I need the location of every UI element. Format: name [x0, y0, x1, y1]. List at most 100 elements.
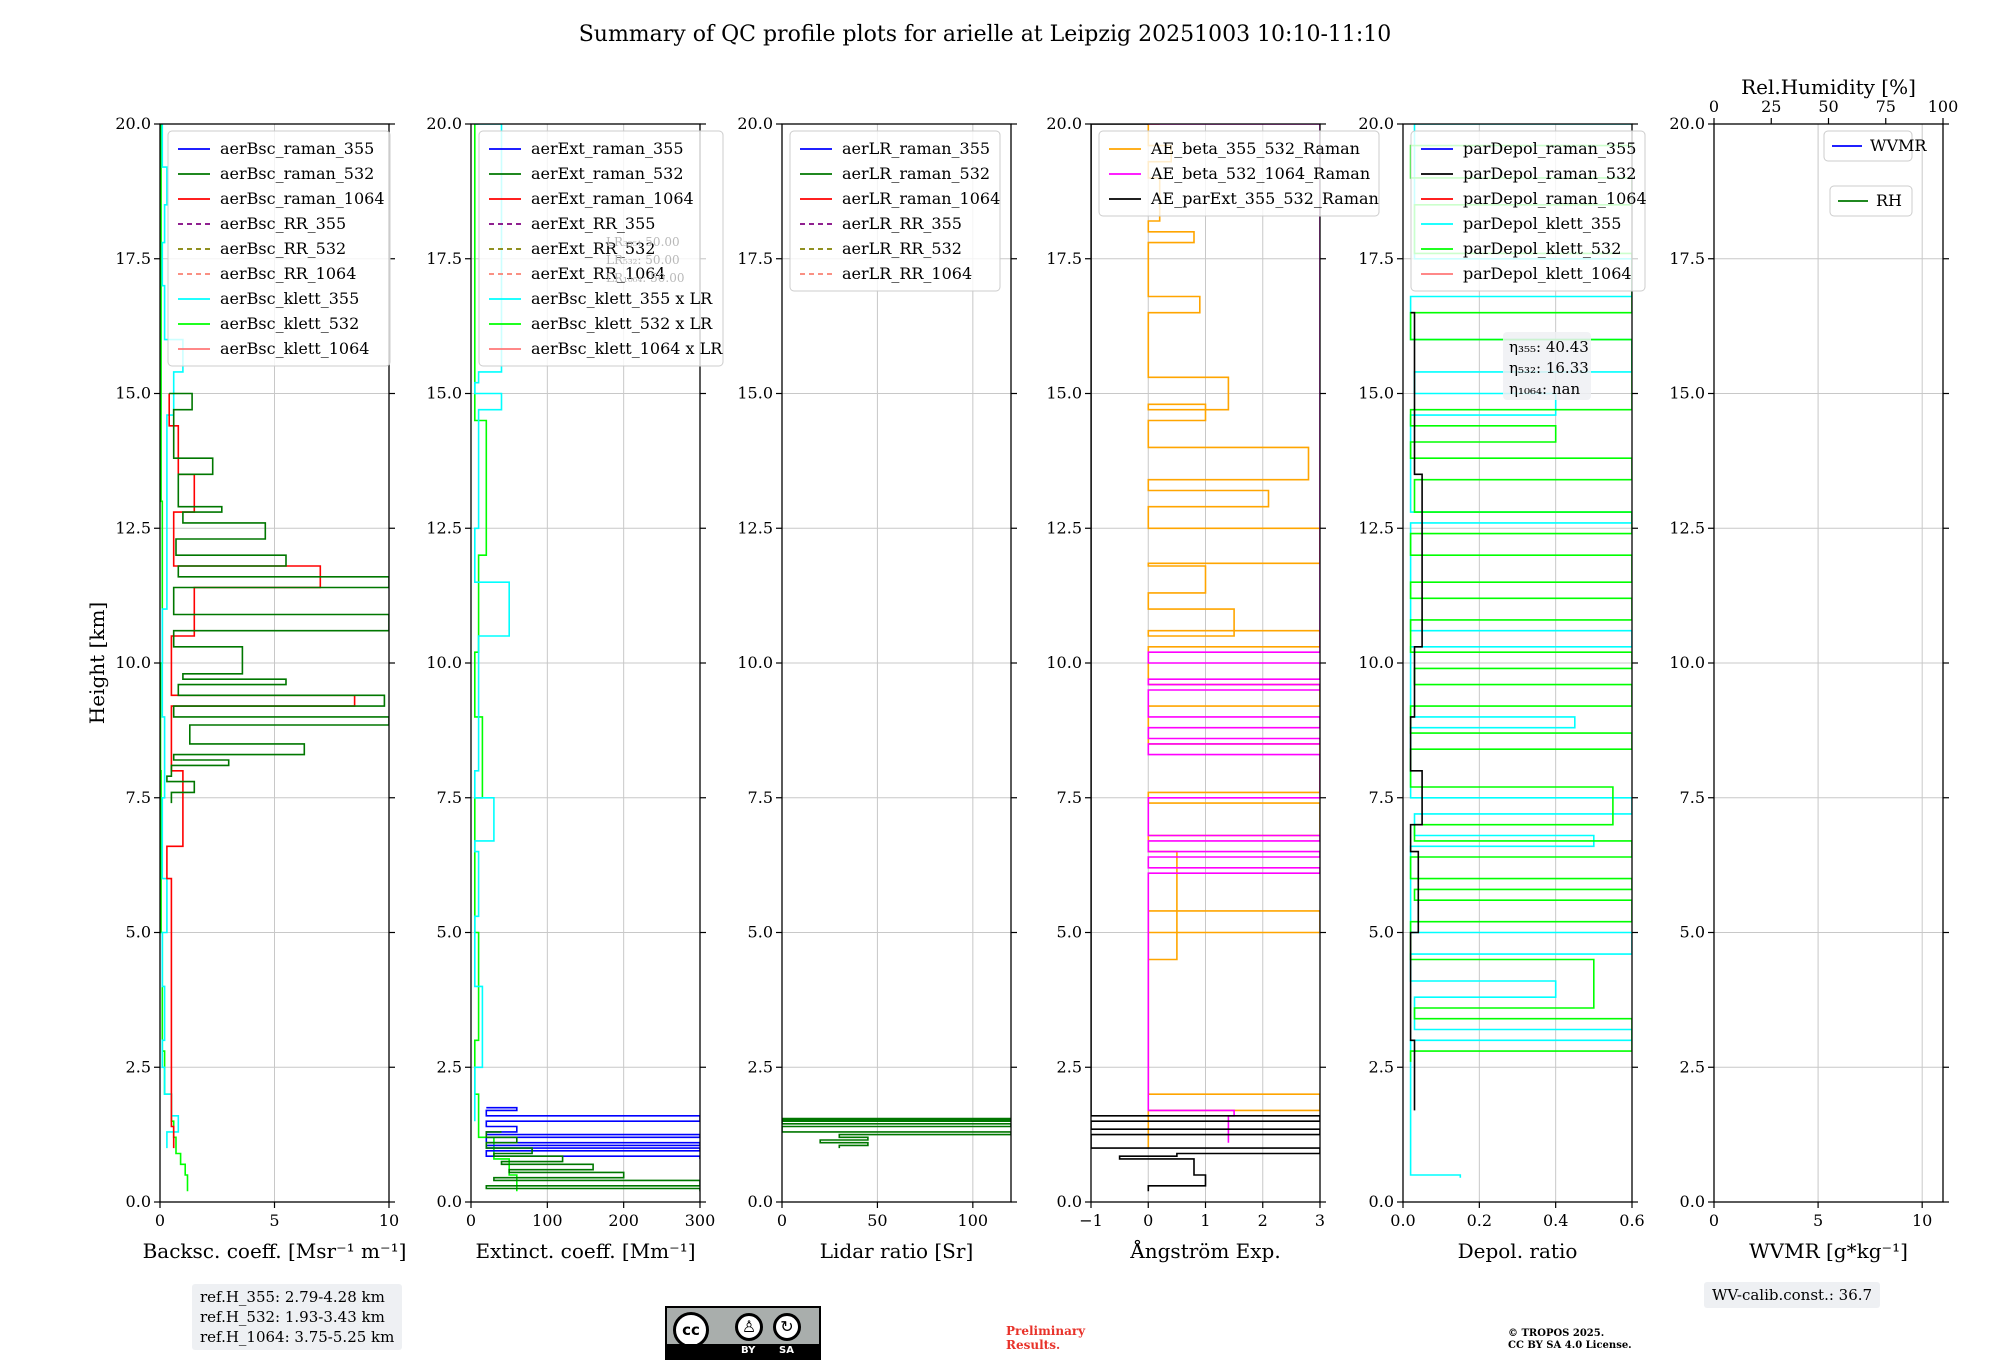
y-tick-label: 7.5 — [748, 788, 773, 807]
ref-height-355: ref.H_355: 2.79-4.28 km — [200, 1288, 385, 1306]
series-group — [1409, 124, 1632, 1178]
by-person-icon: ♙ — [735, 1313, 763, 1341]
x-tick-label: 1 — [1200, 1211, 1210, 1230]
series-line-aerBsc_raman_1064 — [166, 393, 356, 1149]
y-tick-label: 20.0 — [426, 114, 462, 133]
lr-annotation: LR₁₀₆₄: 50.00 — [606, 271, 684, 285]
legend-label: aerLR_raman_1064 — [842, 189, 1000, 208]
y-tick-label: 12.5 — [426, 518, 462, 537]
series-group — [1091, 124, 1320, 1192]
legend-box — [1098, 130, 1380, 217]
legend-label: parDepol_raman_355 — [1463, 139, 1636, 158]
legend: aerLR_raman_355 aerLR_raman_532 aerLR_rama… — [789, 130, 1001, 292]
y-tick-label: 10.0 — [1669, 653, 1705, 672]
legend-label: parDepol_klett_1064 — [1463, 264, 1632, 283]
legend-label: aerBsc_RR_532 — [220, 239, 346, 258]
series-line-aerExt_raman_532 — [485, 1131, 700, 1192]
legend-box — [1829, 185, 1913, 217]
y-tick-label: 15.0 — [737, 384, 773, 403]
top-x-tick-label: 50 — [1818, 97, 1838, 116]
legend-box — [789, 130, 1001, 292]
panel-3: 0.0 2.5 5.0 7.5 10.0 12.5 15.0 17.5 20.0 0 50 100 Li… — [737, 114, 1017, 1263]
y-tick-label: 12.5 — [1358, 518, 1394, 537]
y-tick-label: 10.0 — [737, 653, 773, 672]
x-tick-label: 0 — [155, 1211, 165, 1230]
sa-share-icon: ↻ — [773, 1313, 801, 1341]
legend-label: aerExt_RR_532 — [531, 239, 655, 258]
x-axis-label: Extinct. coeff. [Mm⁻¹] — [475, 1239, 695, 1263]
y-tick-label: 12.5 — [1669, 518, 1705, 537]
y-tick-label: 12.5 — [737, 518, 773, 537]
x-tick-label: 5 — [269, 1211, 279, 1230]
legend-box — [478, 130, 724, 367]
y-tick-label: 10.0 — [426, 653, 462, 672]
copyright-line-2: CC BY SA 4.0 License. — [1508, 1340, 1632, 1351]
y-tick-label: 2.5 — [1680, 1057, 1705, 1076]
y-tick-label: 12.5 — [115, 518, 151, 537]
legend: aerBsc_raman_355 aerBsc_raman_532 aerBsc_r… — [167, 130, 391, 367]
legend-label: RH — [1876, 191, 1902, 210]
preliminary-line-2: Results. — [1006, 1338, 1061, 1352]
x-tick-label: 0.0 — [1390, 1211, 1415, 1230]
legend-box — [1823, 130, 1913, 162]
series-line-AE_beta_355_532_Raman — [1147, 124, 1320, 1149]
y-tick-label: 7.5 — [1680, 788, 1705, 807]
x-tick-label: 0 — [777, 1211, 787, 1230]
panel-2: 0.0 2.5 5.0 7.5 10.0 12.5 15.0 17.5 20.0 0 100 200 3… — [426, 114, 724, 1263]
x-axis-label: Lidar ratio [Sr] — [820, 1239, 974, 1263]
y-tick-label: 2.5 — [437, 1057, 462, 1076]
legend-label: WVMR — [1870, 136, 1927, 155]
eta-annotation: η₁₀₆₄: nan — [1509, 380, 1580, 398]
series-line-aerLR_raman_532 — [782, 1117, 1011, 1149]
y-tick-label: 2.5 — [748, 1057, 773, 1076]
series-line-parDepol_klett_355 — [1409, 124, 1632, 1178]
legend-label: aerExt_raman_1064 — [531, 189, 694, 208]
y-tick-label: 10.0 — [115, 653, 151, 672]
y-tick-label: 15.0 — [426, 384, 462, 403]
x-tick-label: 0 — [1709, 1211, 1719, 1230]
x-tick-label: 0.4 — [1543, 1211, 1568, 1230]
legend: WVMR RH — [1823, 130, 1927, 217]
y-tick-label: 17.5 — [737, 249, 773, 268]
cc-sa-label: SA — [779, 1345, 794, 1356]
y-tick-label: 0.0 — [1369, 1192, 1394, 1211]
legend-label: parDepol_raman_532 — [1463, 164, 1636, 183]
x-tick-label: 10 — [379, 1211, 399, 1230]
panel-1: 0.0 2.5 5.0 7.5 10.0 12.5 15.0 17.5 20.0 0 5 10 Back… — [115, 114, 406, 1263]
y-tick-label: 7.5 — [437, 788, 462, 807]
legend-label: aerBsc_klett_532 x LR — [531, 314, 713, 333]
copyright-note: © TROPOS 2025. CC BY SA 4.0 License. — [1508, 1328, 1632, 1352]
y-tick-label: 20.0 — [1046, 114, 1082, 133]
y-tick-label: 5.0 — [748, 923, 773, 942]
y-tick-label: 5.0 — [1680, 923, 1705, 942]
eta-annotation: η₅₃₂: 16.33 — [1509, 359, 1589, 377]
x-tick-label: −1 — [1079, 1211, 1103, 1230]
y-tick-label: 10.0 — [1046, 653, 1082, 672]
lr-annotation: LR₃₅₅: 50.00 — [606, 235, 680, 249]
y-tick-label: 7.5 — [126, 788, 151, 807]
cc-badge-strip: BY SA — [667, 1344, 819, 1358]
series-line-aerBsc_raman_532 — [166, 392, 389, 804]
top-axis-label: Rel.Humidity [%] — [1741, 75, 1916, 99]
legend-label: aerBsc_RR_355 — [220, 214, 346, 233]
y-tick-label: 20.0 — [115, 114, 151, 133]
y-tick-label: 20.0 — [1669, 114, 1705, 133]
legend-label: aerBsc_klett_1064 — [220, 339, 369, 358]
x-axis-label: Backsc. coeff. [Msr⁻¹ m⁻¹] — [143, 1239, 407, 1263]
y-tick-label: 10.0 — [1358, 653, 1394, 672]
legend-label: aerBsc_raman_355 — [220, 139, 374, 158]
y-tick-label: 0.0 — [126, 1192, 151, 1211]
legend-label: parDepol_klett_532 — [1463, 239, 1621, 258]
y-axis-label: Height [km] — [85, 602, 109, 724]
x-tick-label: 2 — [1258, 1211, 1268, 1230]
top-x-tick-label: 0 — [1709, 97, 1719, 116]
y-tick-label: 5.0 — [126, 923, 151, 942]
top-x-tick-label: 100 — [1928, 97, 1959, 116]
series-group — [782, 1117, 1011, 1149]
y-tick-label: 15.0 — [1046, 384, 1082, 403]
lr-annotation: LR₅₃₂: 50.00 — [606, 253, 680, 267]
top-x-tick-label: 75 — [1876, 97, 1896, 116]
legend-label: aerLR_raman_355 — [842, 139, 990, 158]
ref-height-1064: ref.H_1064: 3.75-5.25 km — [200, 1328, 395, 1346]
wv-calib-box: WV-calib.const.: 36.7 — [1704, 1282, 1881, 1308]
